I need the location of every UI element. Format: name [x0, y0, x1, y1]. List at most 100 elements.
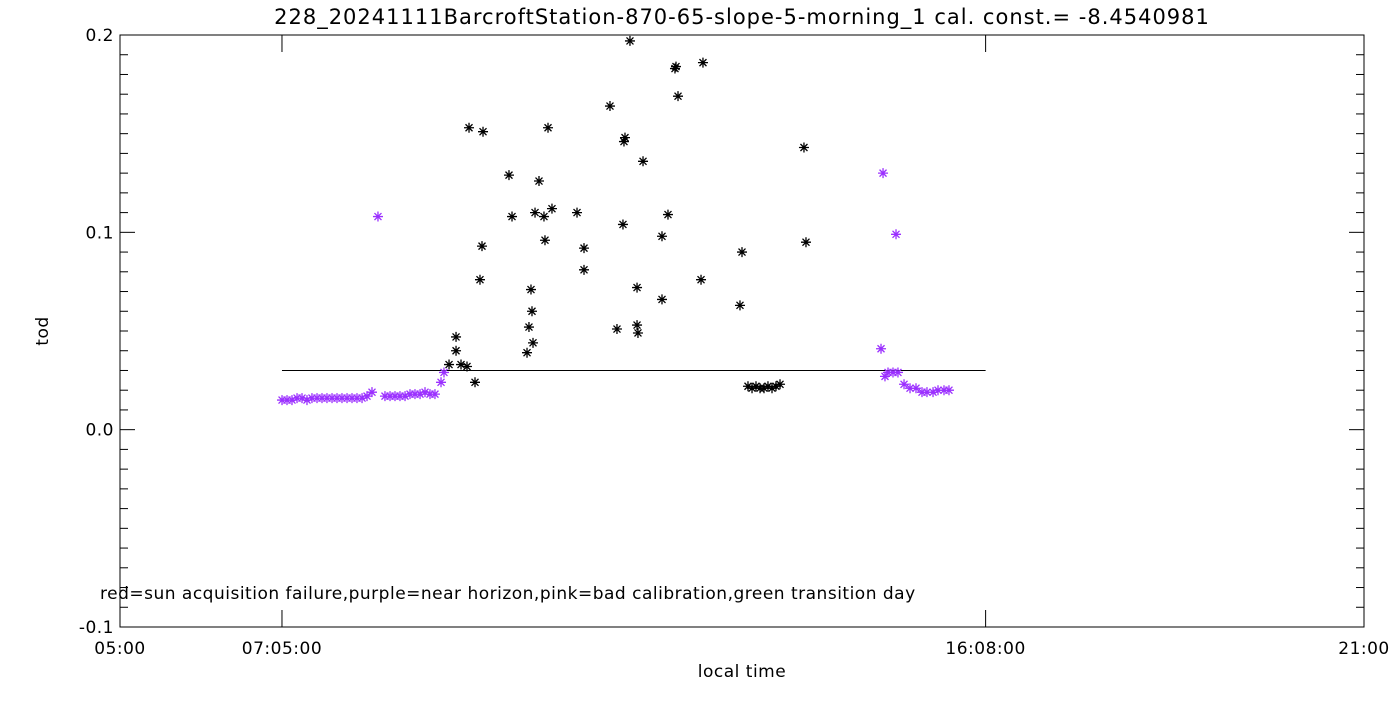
data-point — [321, 393, 332, 404]
data-point — [286, 395, 297, 406]
data-point — [420, 387, 431, 398]
data-point — [943, 385, 954, 396]
data-point — [477, 241, 488, 252]
data-point — [747, 383, 758, 394]
data-point — [656, 231, 667, 242]
chart-title: 228_20241111BarcroftStation-870-65-slope… — [274, 5, 1210, 30]
y-tick-label: 0.2 — [85, 26, 114, 46]
data-point — [878, 168, 889, 179]
data-point — [876, 343, 887, 354]
x-tick-label: 21:00 — [1338, 639, 1390, 659]
data-point — [617, 219, 628, 230]
data-point — [632, 282, 643, 293]
data-point — [737, 247, 747, 258]
data-point — [759, 383, 770, 394]
x-tick-label: 05:00 — [94, 639, 146, 659]
data-point — [632, 327, 643, 338]
data-point — [770, 381, 781, 392]
y-axis-label: tod — [33, 316, 53, 345]
annotation: red=sun acquisition failure,purple=near … — [100, 584, 916, 604]
data-point — [461, 361, 472, 372]
data-point — [670, 61, 681, 72]
data-point — [921, 387, 932, 398]
data-point — [742, 381, 753, 392]
data-point — [928, 387, 939, 398]
data-point — [933, 385, 944, 396]
data-point — [372, 211, 383, 222]
data-point — [522, 347, 533, 358]
data-point — [767, 383, 778, 394]
data-point — [697, 57, 708, 68]
data-point — [579, 264, 590, 275]
data-point — [451, 331, 462, 342]
data-point — [400, 391, 411, 402]
data-point — [523, 322, 534, 333]
data-point — [429, 389, 440, 400]
data-point — [750, 381, 761, 392]
data-point — [507, 211, 518, 222]
data-point — [503, 170, 514, 181]
data-point — [546, 203, 557, 214]
data-point — [478, 126, 489, 137]
data-point — [905, 383, 916, 394]
data-point — [899, 379, 910, 390]
x-tick-label: 07:05:00 — [242, 639, 322, 659]
data-point — [451, 345, 462, 356]
data-point — [696, 274, 707, 285]
data-point — [362, 391, 373, 402]
data-point — [624, 35, 635, 46]
data-point — [538, 211, 549, 222]
data-point — [306, 393, 317, 404]
x-tick-label: 16:08:00 — [945, 639, 1025, 659]
data-point — [891, 229, 902, 240]
data-point — [366, 387, 377, 398]
data-point — [351, 393, 362, 404]
data-point — [444, 359, 455, 370]
data-point — [525, 284, 536, 295]
data-point — [456, 359, 467, 370]
data-point — [357, 393, 368, 404]
data-point — [394, 391, 405, 402]
data-point — [526, 306, 537, 317]
data-point — [669, 63, 680, 74]
data-point — [543, 122, 554, 133]
data-point — [632, 320, 643, 331]
data-point — [474, 274, 485, 285]
data-point — [800, 237, 811, 248]
data-point — [638, 156, 649, 167]
data-point — [470, 377, 481, 388]
data-point — [301, 395, 312, 406]
plot-frame — [119, 34, 1365, 628]
data-point — [611, 324, 622, 335]
data-point — [604, 101, 615, 112]
data-point — [533, 176, 544, 187]
data-point — [734, 300, 745, 311]
data-point — [619, 132, 630, 143]
y-tick-label: 0.1 — [85, 223, 114, 243]
data-point — [579, 243, 590, 254]
data-point — [464, 122, 475, 133]
data-point — [618, 136, 629, 147]
data-point — [572, 207, 583, 218]
data-point — [539, 235, 550, 246]
data-point — [656, 294, 667, 305]
data-point — [438, 367, 449, 378]
data-point — [409, 389, 420, 400]
data-point — [297, 393, 308, 404]
x-axis-label: local time — [698, 662, 786, 682]
y-tick-label: -0.1 — [79, 618, 114, 638]
data-point — [911, 383, 922, 394]
data-point — [530, 207, 541, 218]
data-point — [436, 377, 447, 388]
data-point — [662, 209, 673, 220]
data-point — [892, 367, 903, 378]
data-point — [673, 91, 684, 102]
data-point — [528, 337, 539, 348]
y-tick-label: 0.0 — [85, 421, 114, 441]
data-point — [379, 391, 390, 402]
data-point — [775, 379, 786, 390]
data-point — [762, 381, 773, 392]
data-point — [798, 142, 809, 153]
